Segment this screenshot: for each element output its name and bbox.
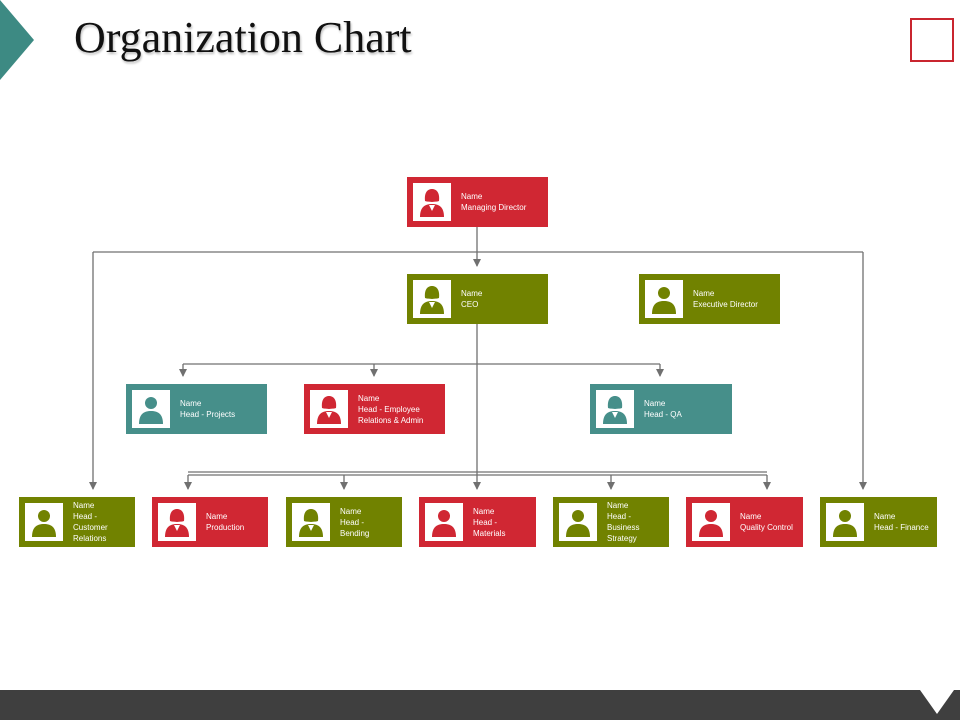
node-role: Executive Director bbox=[693, 300, 758, 309]
node-role: Bending bbox=[340, 528, 370, 538]
male-person-icon bbox=[559, 503, 597, 541]
node-role: Production bbox=[206, 523, 245, 532]
node-role: Managing Director bbox=[461, 203, 527, 212]
node-label: Name CEO bbox=[461, 288, 486, 310]
node-name: Name bbox=[693, 289, 715, 298]
node-label: Name Head - Materials bbox=[473, 506, 509, 539]
node-label: Name Head - Business Strategy bbox=[607, 500, 643, 544]
node-role: Strategy bbox=[607, 534, 637, 543]
org-node-employee: Name Head - Employee Relations & Admin bbox=[304, 384, 445, 434]
node-name: Name bbox=[461, 192, 483, 201]
node-role: Head - Finance bbox=[874, 523, 929, 532]
female-person-icon bbox=[596, 390, 634, 428]
node-label: Name Managing Director bbox=[461, 191, 530, 213]
org-node-projects: Name Head - Projects bbox=[126, 384, 267, 434]
node-role: Head - Projects bbox=[180, 410, 236, 419]
node-name: Name bbox=[180, 399, 202, 408]
org-node-business: Name Head - Business Strategy bbox=[553, 497, 669, 547]
node-name: Name bbox=[874, 512, 896, 521]
org-node-quality: Name Quality Control bbox=[686, 497, 803, 547]
org-node-customer: Name Head - Customer Relations bbox=[19, 497, 135, 547]
node-role: Quality Control bbox=[740, 523, 793, 532]
node-role: Head - bbox=[607, 512, 632, 521]
node-name: Name bbox=[73, 501, 95, 510]
node-name: Name bbox=[644, 399, 666, 408]
female-person-icon bbox=[413, 280, 451, 318]
female-person-icon bbox=[292, 503, 330, 541]
male-person-icon bbox=[692, 503, 730, 541]
node-label: Name Head - Bending bbox=[340, 506, 373, 539]
node-name: Name bbox=[740, 512, 762, 521]
female-person-icon bbox=[310, 390, 348, 428]
node-role: Head - Employee bbox=[358, 404, 420, 414]
org-node-production: Name Production bbox=[152, 497, 268, 547]
node-role: Head - bbox=[473, 517, 498, 527]
node-role: Head - bbox=[73, 512, 98, 521]
org-node-ceo: Name CEO bbox=[407, 274, 548, 324]
node-name: Name bbox=[358, 393, 380, 403]
node-label: Name Head - QA bbox=[644, 398, 686, 420]
footer-notch-decoration bbox=[920, 690, 954, 714]
node-role: Relations & Admin bbox=[358, 415, 424, 425]
node-label: Name Production bbox=[206, 511, 248, 533]
node-role: CEO bbox=[461, 300, 479, 309]
node-name: Name bbox=[461, 289, 483, 298]
node-label: Name Quality Control bbox=[740, 511, 797, 533]
node-label: Name Head - Employee Relations & Admin bbox=[358, 393, 427, 426]
node-role: Customer bbox=[73, 523, 108, 532]
male-person-icon bbox=[425, 503, 463, 541]
corner-square-decoration bbox=[910, 18, 954, 62]
node-label: Name Executive Director bbox=[693, 288, 762, 310]
node-role: Head - QA bbox=[644, 410, 682, 419]
org-node-qa: Name Head - QA bbox=[590, 384, 732, 434]
org-node-materials: Name Head - Materials bbox=[419, 497, 536, 547]
female-person-icon bbox=[158, 503, 196, 541]
node-label: Name Head - Finance bbox=[874, 511, 933, 533]
org-node-md: Name Managing Director bbox=[407, 177, 548, 227]
org-node-bending: Name Head - Bending bbox=[286, 497, 402, 547]
node-name: Name bbox=[607, 501, 629, 510]
node-role: Materials bbox=[473, 528, 506, 538]
org-node-ed: Name Executive Director bbox=[639, 274, 780, 324]
node-role: Head - bbox=[340, 517, 365, 527]
node-name: Name bbox=[206, 512, 228, 521]
male-person-icon bbox=[826, 503, 864, 541]
male-person-icon bbox=[25, 503, 63, 541]
org-node-finance: Name Head - Finance bbox=[820, 497, 937, 547]
node-name: Name bbox=[473, 506, 495, 516]
node-role: Relations bbox=[73, 534, 107, 543]
node-label: Name Head - Projects bbox=[180, 398, 239, 420]
footer-bar bbox=[0, 690, 960, 720]
corner-triangle-decoration bbox=[0, 0, 34, 80]
node-role: Business bbox=[607, 523, 640, 532]
node-label: Name Head - Customer Relations bbox=[73, 500, 112, 544]
female-person-icon bbox=[413, 183, 451, 221]
page-title: Organization Chart bbox=[74, 13, 412, 62]
male-person-icon bbox=[132, 390, 170, 428]
male-person-icon bbox=[645, 280, 683, 318]
node-name: Name bbox=[340, 506, 362, 516]
